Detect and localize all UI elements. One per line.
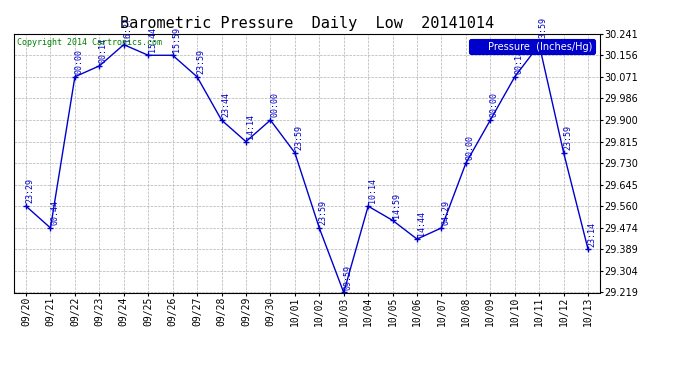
Text: 23:59: 23:59: [295, 125, 304, 150]
Text: 14:14: 14:14: [246, 114, 255, 139]
Text: 00:00: 00:00: [270, 92, 279, 117]
Text: 23:59: 23:59: [563, 125, 572, 150]
Text: 15:59: 15:59: [172, 27, 181, 53]
Text: 00:14: 00:14: [515, 49, 524, 74]
Text: 23:44: 23:44: [221, 92, 230, 117]
Text: 10:14: 10:14: [368, 178, 377, 203]
Text: 00:00: 00:00: [466, 135, 475, 160]
Text: 14:44: 14:44: [417, 211, 426, 236]
Text: 14:59: 14:59: [392, 193, 402, 217]
Text: 00:14: 00:14: [99, 38, 108, 63]
Text: 23:59: 23:59: [319, 200, 328, 225]
Text: 15:44: 15:44: [148, 27, 157, 53]
Text: 00:00: 00:00: [490, 92, 499, 117]
Text: 23:14: 23:14: [588, 222, 597, 247]
Title: Barometric Pressure  Daily  Low  20141014: Barometric Pressure Daily Low 20141014: [120, 16, 494, 31]
Text: 09:59: 09:59: [344, 265, 353, 290]
Text: 00:44: 00:44: [50, 200, 59, 225]
Text: 23:59: 23:59: [539, 17, 548, 42]
Text: 23:59: 23:59: [197, 49, 206, 74]
Text: 16:??: 16:??: [124, 17, 132, 42]
Text: 00:00: 00:00: [75, 49, 83, 74]
Text: Copyright 2014 Cartronics.com: Copyright 2014 Cartronics.com: [17, 38, 161, 46]
Text: 04:29: 04:29: [441, 200, 450, 225]
Text: 23:29: 23:29: [26, 178, 34, 203]
Legend: Pressure  (Inches/Hg): Pressure (Inches/Hg): [469, 39, 595, 54]
